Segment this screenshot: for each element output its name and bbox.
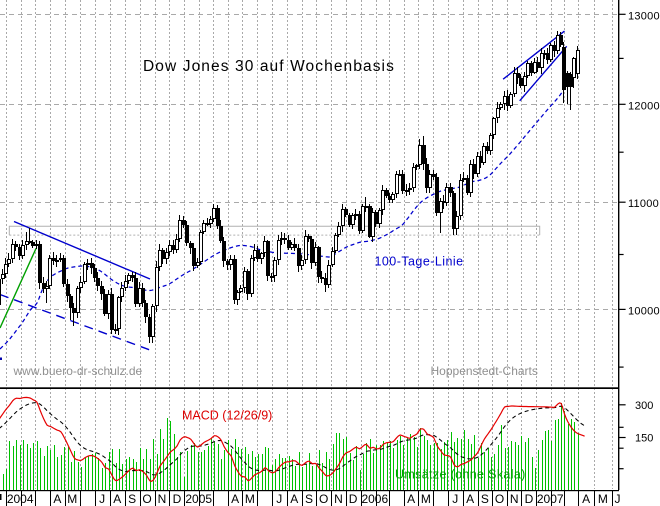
svg-text:A: A (582, 492, 590, 506)
svg-text:2005: 2005 (185, 492, 212, 506)
svg-text:M: M (245, 492, 255, 506)
svg-text:A: A (231, 492, 239, 506)
svg-text:O: O (142, 492, 151, 506)
svg-text:Hoppenstedt-Charts: Hoppenstedt-Charts (431, 364, 538, 378)
svg-text:A: A (113, 492, 121, 506)
svg-text:2006: 2006 (361, 492, 388, 506)
svg-text:O: O (319, 492, 328, 506)
svg-text:M: M (598, 492, 608, 506)
svg-text:S: S (481, 492, 489, 506)
svg-text:13000: 13000 (628, 10, 660, 22)
svg-text:Dow Jones 30 auf Wochenbasis: Dow Jones 30 auf Wochenbasis (143, 58, 395, 75)
svg-text:J: J (615, 492, 621, 506)
svg-text:D: D (349, 492, 358, 506)
svg-text:2007: 2007 (537, 492, 564, 506)
svg-text:O: O (495, 492, 504, 506)
svg-text:J: J (276, 492, 282, 506)
svg-text:S: S (128, 492, 136, 506)
svg-text:A: A (53, 492, 61, 506)
svg-text:www.buero-dr-schulz.de: www.buero-dr-schulz.de (13, 364, 143, 378)
svg-text:10000: 10000 (628, 305, 660, 317)
svg-text:A: A (466, 492, 474, 506)
svg-text:D: D (525, 492, 534, 506)
svg-text:11000: 11000 (628, 198, 659, 210)
svg-text:M: M (421, 492, 431, 506)
svg-text:N: N (510, 492, 519, 506)
svg-text:A: A (290, 492, 298, 506)
svg-text:Umsätze (ohne Skala): Umsätze (ohne Skala) (395, 468, 526, 482)
svg-text:300: 300 (635, 400, 653, 412)
svg-text:M: M (67, 492, 77, 506)
svg-text:2004: 2004 (7, 492, 34, 506)
svg-text:A: A (407, 492, 415, 506)
svg-text:N: N (158, 492, 167, 506)
svg-text:S: S (305, 492, 313, 506)
svg-text:D: D (173, 492, 182, 506)
svg-text:100-Tage-Linie: 100-Tage-Linie (375, 255, 464, 269)
svg-text:N: N (334, 492, 343, 506)
svg-text:MACD (12/26/9): MACD (12/26/9) (182, 409, 272, 423)
svg-text:12000: 12000 (628, 100, 660, 112)
svg-text:J: J (452, 492, 458, 506)
svg-text:J: J (99, 492, 105, 506)
svg-text:150: 150 (635, 433, 653, 445)
